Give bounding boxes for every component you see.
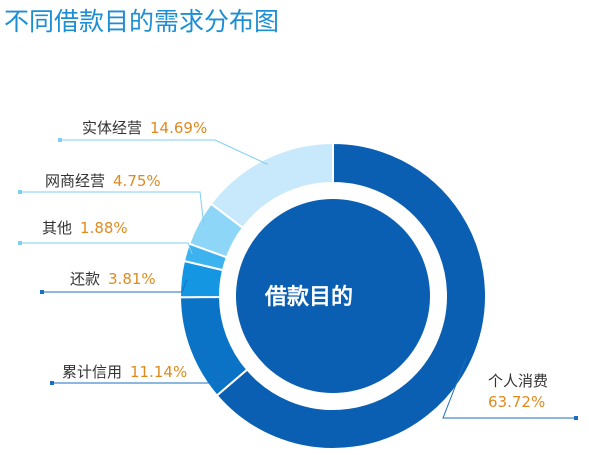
chart-title: 不同借款目的需求分布图	[4, 7, 280, 36]
value-label: 4.75%	[113, 172, 161, 190]
leader-end-marker	[58, 138, 62, 142]
slice-label: 其他 1.88%	[42, 219, 128, 237]
slice-label: 实体经营 14.69%	[82, 119, 207, 137]
leader-line	[20, 242, 193, 255]
leader-end-marker	[18, 190, 22, 194]
leader-end-marker	[18, 241, 22, 245]
leader-line	[52, 347, 230, 384]
slice-实体经营	[209, 141, 334, 230]
category-label: 实体经营	[82, 119, 142, 137]
leader-lines	[18, 138, 578, 420]
donut-slices	[178, 141, 487, 450]
category-label: 网商经营	[45, 172, 105, 190]
value-label: 3.81%	[108, 270, 156, 288]
leader-line	[442, 357, 576, 419]
slice-label: 累计信用 11.14%	[62, 363, 187, 381]
leader-end-marker	[574, 416, 578, 420]
slice-label: 个人消费 63.72%	[488, 372, 548, 411]
category-label: 其他	[42, 219, 72, 237]
value-label: 14.69%	[150, 119, 207, 137]
category-label: 个人消费	[488, 372, 548, 390]
category-label: 累计信用	[62, 363, 122, 381]
slice-label: 还款 3.81%	[70, 270, 156, 288]
slice-label: 网商经营 4.75%	[45, 172, 161, 190]
category-label: 还款	[70, 270, 100, 288]
leader-line	[20, 191, 205, 226]
slice-labels: 个人消费 63.72% 累计信用 11.14% 还款 3.81% 其他 1.88% 网商经营 4.…	[42, 119, 548, 411]
leader-line	[42, 279, 188, 293]
center-label: 借款目的	[264, 284, 353, 310]
center-disc	[236, 199, 430, 393]
leader-end-marker	[40, 290, 44, 294]
value-label: 11.14%	[130, 363, 187, 381]
value-label: 63.72%	[488, 393, 545, 411]
leader-end-marker	[50, 381, 54, 385]
slice-个人消费	[215, 141, 487, 450]
leader-line	[60, 139, 268, 165]
value-label: 1.88%	[80, 219, 128, 237]
